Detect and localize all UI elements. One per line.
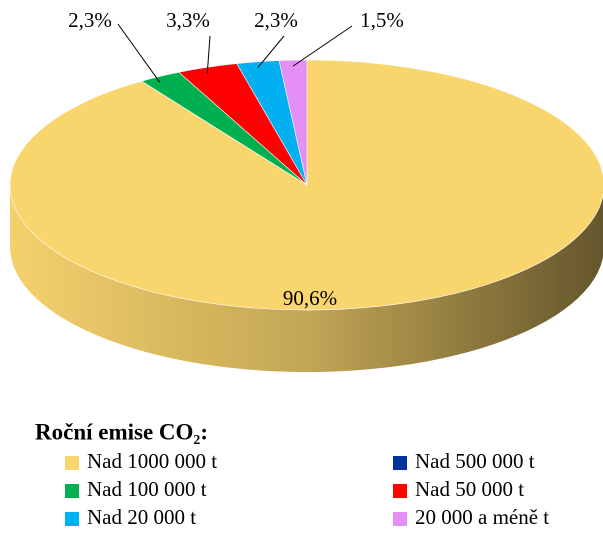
data-label: 2,3% [68, 8, 112, 32]
legend-title: Roční emise CO₂: [35, 419, 208, 444]
legend-swatch [393, 512, 407, 526]
legend-swatch [65, 456, 79, 470]
legend-label: Nad 100 000 t [87, 477, 207, 501]
legend-label: Nad 500 000 t [415, 449, 535, 473]
data-label: 1,5% [360, 8, 404, 32]
legend-label: Nad 50 000 t [415, 477, 524, 501]
legend-swatch [393, 456, 407, 470]
leader-line [117, 23, 161, 83]
legend-swatch [65, 484, 79, 498]
data-label: 2,3% [254, 8, 298, 32]
leader-line [206, 35, 211, 74]
side-shade [10, 185, 603, 372]
data-label: 90,6% [283, 286, 337, 310]
leader-line [257, 35, 285, 69]
legend-swatch [393, 484, 407, 498]
legend-swatch [65, 512, 79, 526]
legend-label: 20 000 a méně t [415, 505, 549, 529]
leader-line [292, 25, 353, 67]
legend-label: Nad 1000 000 t [87, 449, 217, 473]
data-label: 3,3% [166, 8, 210, 32]
legend-label: Nad 20 000 t [87, 505, 196, 529]
slice [278, 59, 308, 186]
